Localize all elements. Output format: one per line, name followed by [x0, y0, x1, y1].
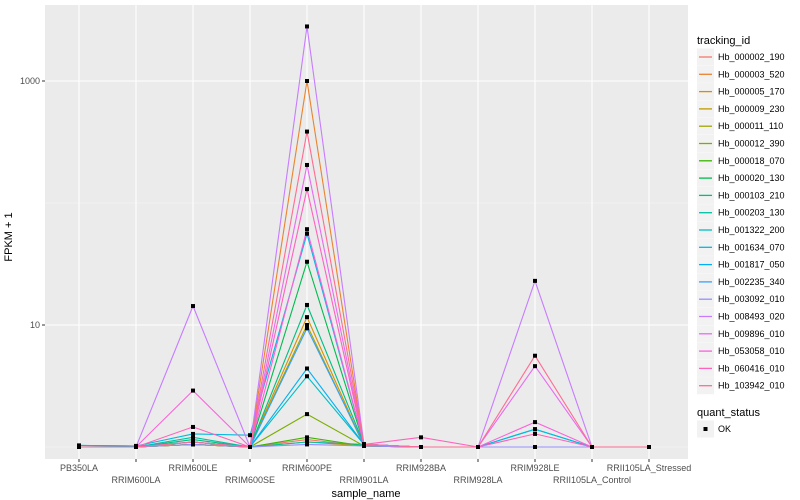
data-point: [305, 412, 309, 417]
legend-label: Hb_000009_230: [718, 104, 785, 114]
data-point: [191, 435, 195, 440]
data-point: [305, 435, 309, 440]
y-axis-title: FPKM + 1: [3, 212, 15, 261]
data-point: [248, 433, 252, 438]
x-axis-title: sample_name: [331, 488, 400, 500]
data-point: [134, 445, 138, 449]
legend-label: Hb_000002_190: [718, 52, 785, 62]
x-tick-label: RRIM928LA: [453, 475, 502, 485]
x-tick-label: RRIM928BA: [396, 463, 446, 473]
data-point: [305, 437, 309, 442]
shape-legend-label: OK: [718, 424, 731, 434]
data-point: [647, 445, 651, 449]
data-point: [590, 445, 594, 449]
x-tick-label: RRII105LA_Control: [553, 475, 631, 485]
legend-label: Hb_053058_010: [718, 346, 785, 356]
data-point: [191, 439, 195, 444]
data-point: [533, 353, 537, 358]
y-tick-label: 10: [30, 320, 40, 330]
data-point: [305, 326, 309, 331]
data-point: [191, 424, 195, 429]
legend-label: Hb_000012_390: [718, 139, 785, 149]
data-point: [305, 439, 309, 444]
data-point: [533, 427, 537, 432]
legend-label: Hb_000203_130: [718, 208, 785, 218]
square-point-icon: [703, 427, 708, 431]
data-point: [476, 445, 480, 449]
data-point: [305, 302, 309, 307]
x-tick-label: RRIM600SE: [225, 475, 275, 485]
x-tick-label: RRIM901LA: [339, 475, 388, 485]
data-point: [305, 231, 309, 236]
legend-label: Hb_103942_010: [718, 381, 785, 391]
data-point: [305, 323, 309, 327]
data-point: [305, 374, 309, 379]
data-point: [77, 445, 81, 449]
x-tick-label: RRIM600PE: [282, 463, 332, 473]
legend-label: Hb_001322_200: [718, 225, 785, 235]
y-tick-label: 1000: [20, 76, 40, 86]
data-point: [533, 364, 537, 369]
data-point: [305, 227, 309, 232]
x-tick-label: RRIM600LA: [111, 475, 160, 485]
x-tick-label: RRIM600LE: [168, 463, 217, 473]
legend-label: Hb_000011_110: [718, 121, 783, 131]
legend-label: Hb_001817_050: [718, 260, 785, 270]
x-tick-label: PB350LA: [60, 463, 98, 473]
data-point: [191, 388, 195, 393]
data-point: [305, 24, 309, 29]
data-point: [305, 129, 309, 134]
data-point: [305, 442, 309, 447]
legend-label: Hb_008493_020: [718, 312, 785, 322]
legend-label: Hb_001634_070: [718, 242, 785, 252]
legend-label: Hb_000005_170: [718, 87, 785, 97]
data-point: [533, 445, 537, 449]
data-point: [419, 435, 423, 440]
x-tick-label: RRII105LA_Stressed: [607, 463, 692, 473]
data-point: [362, 442, 366, 447]
x-tick-label: RRIM928LE: [510, 463, 559, 473]
legend-label: Hb_060416_010: [718, 363, 785, 373]
data-point: [305, 315, 309, 320]
legend-label: Hb_000103_210: [718, 190, 785, 200]
data-point: [533, 431, 537, 436]
shape-legend-title: quant_status: [697, 407, 760, 419]
data-point: [248, 445, 252, 449]
legend-title: tracking_id: [697, 35, 750, 47]
data-point: [533, 420, 537, 425]
legend-label: Hb_009896_010: [718, 329, 785, 339]
legend-label: Hb_000020_130: [718, 173, 785, 183]
data-point: [419, 445, 423, 449]
data-point: [305, 79, 309, 83]
data-point: [191, 304, 195, 309]
data-point: [191, 437, 195, 442]
data-point: [305, 366, 309, 371]
legend-label: Hb_000018_070: [718, 156, 785, 166]
data-point: [305, 162, 309, 167]
legend-label: Hb_003092_010: [718, 294, 785, 304]
legend-label: Hb_000003_520: [718, 69, 785, 79]
data-point: [191, 431, 195, 436]
data-point: [305, 187, 309, 192]
data-point: [305, 259, 309, 264]
data-point: [191, 442, 195, 447]
data-point: [533, 278, 537, 283]
legend-label: Hb_002235_340: [718, 277, 785, 287]
